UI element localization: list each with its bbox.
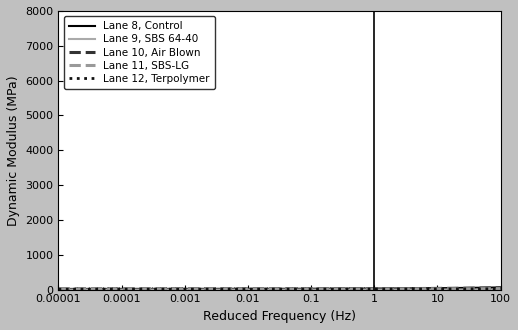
Lane 10, Air Blown bbox=[55, 287, 62, 291]
Lane 10, Air Blown bbox=[169, 287, 175, 291]
Legend: Lane 8, Control, Lane 9, SBS 64-40, Lane 10, Air Blown, Lane 11, SBS-LG, Lane 12: Lane 8, Control, Lane 9, SBS 64-40, Lane… bbox=[64, 16, 215, 89]
Lane 8, Control bbox=[351, 287, 357, 291]
Lane 9, SBS 64-40 bbox=[316, 287, 322, 291]
Lane 9, SBS 64-40 bbox=[134, 287, 140, 291]
Lane 11, SBS-LG bbox=[351, 287, 357, 291]
Lane 11, SBS-LG bbox=[497, 287, 503, 291]
Lane 11, SBS-LG bbox=[388, 287, 394, 291]
Lane 9, SBS 64-40 bbox=[55, 287, 62, 291]
Lane 10, Air Blown bbox=[255, 287, 262, 291]
Lane 8, Control bbox=[55, 287, 62, 291]
Lane 12, Terpolymer bbox=[134, 287, 140, 291]
Lane 11, SBS-LG bbox=[134, 287, 140, 291]
Lane 8, Control bbox=[255, 287, 262, 291]
Lane 12, Terpolymer bbox=[316, 287, 322, 291]
Lane 11, SBS-LG bbox=[255, 287, 262, 291]
Lane 12, Terpolymer bbox=[169, 287, 175, 291]
Lane 8, Control bbox=[169, 287, 175, 291]
Lane 10, Air Blown bbox=[134, 287, 140, 291]
Line: Lane 8, Control: Lane 8, Control bbox=[59, 287, 500, 289]
Lane 12, Terpolymer bbox=[55, 287, 62, 291]
Lane 9, SBS 64-40 bbox=[255, 287, 262, 291]
Lane 8, Control bbox=[316, 287, 322, 291]
Lane 9, SBS 64-40 bbox=[351, 287, 357, 291]
Line: Lane 10, Air Blown: Lane 10, Air Blown bbox=[59, 288, 500, 289]
Lane 11, SBS-LG bbox=[55, 287, 62, 291]
Lane 9, SBS 64-40 bbox=[169, 287, 175, 291]
Lane 10, Air Blown bbox=[316, 287, 322, 291]
Lane 8, Control bbox=[497, 285, 503, 289]
Lane 12, Terpolymer bbox=[388, 287, 394, 291]
Lane 9, SBS 64-40 bbox=[497, 287, 503, 291]
Lane 8, Control bbox=[388, 286, 394, 290]
Lane 12, Terpolymer bbox=[351, 287, 357, 291]
Lane 12, Terpolymer bbox=[497, 287, 503, 291]
Lane 10, Air Blown bbox=[497, 286, 503, 290]
X-axis label: Reduced Frequency (Hz): Reduced Frequency (Hz) bbox=[203, 310, 356, 323]
Lane 8, Control bbox=[134, 287, 140, 291]
Lane 11, SBS-LG bbox=[316, 287, 322, 291]
Lane 12, Terpolymer bbox=[255, 287, 262, 291]
Lane 9, SBS 64-40 bbox=[388, 287, 394, 291]
Lane 11, SBS-LG bbox=[169, 287, 175, 291]
Lane 10, Air Blown bbox=[388, 287, 394, 291]
Lane 10, Air Blown bbox=[351, 287, 357, 291]
Y-axis label: Dynamic Modulus (MPa): Dynamic Modulus (MPa) bbox=[7, 75, 20, 226]
